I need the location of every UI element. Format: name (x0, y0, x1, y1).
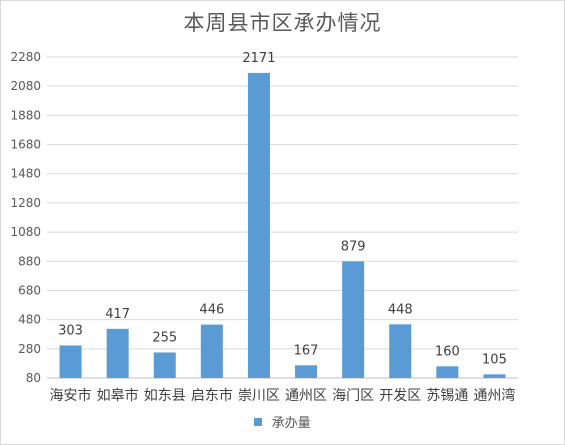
x-tick-label: 如东县 (144, 388, 186, 404)
data-label: 160 (435, 344, 460, 359)
y-tick-label: 1480 (10, 167, 41, 181)
bar (59, 345, 82, 378)
y-tick-label: 1680 (10, 138, 41, 152)
data-label: 2171 (242, 51, 275, 66)
x-tick-label: 苏锡通 (426, 388, 468, 404)
data-label: 417 (105, 307, 130, 322)
x-tick-label: 通州区 (285, 388, 327, 404)
data-label: 105 (482, 352, 507, 367)
bar (436, 366, 459, 378)
y-tick-label: 1080 (10, 225, 41, 239)
y-tick-label: 680 (18, 283, 41, 297)
legend-swatch (254, 417, 263, 426)
x-tick-label: 开发区 (379, 388, 421, 404)
legend-label: 承办量 (271, 416, 311, 431)
x-tick-label: 启东市 (191, 387, 233, 404)
x-tick-label: 海门区 (332, 388, 374, 404)
data-label: 303 (58, 323, 83, 338)
y-tick-label: 80 (26, 371, 41, 385)
bar (342, 261, 365, 378)
data-label: 446 (199, 303, 224, 318)
data-label: 448 (388, 302, 413, 317)
y-tick-label: 2080 (10, 79, 41, 93)
bar (295, 365, 318, 378)
x-tick-label: 崇川区 (238, 388, 280, 404)
bar (106, 328, 129, 378)
data-label: 167 (294, 343, 319, 358)
y-tick-label: 2280 (10, 50, 41, 64)
bar (153, 352, 176, 378)
chart-title: 本周县市区承办情况 (183, 11, 382, 35)
y-tick-label: 1880 (10, 108, 41, 122)
bar (247, 72, 270, 379)
bar (200, 324, 223, 378)
y-tick-label: 280 (18, 342, 41, 356)
legend: 承办量 (1, 412, 564, 431)
data-label: 879 (341, 239, 366, 254)
y-tick-label: 1280 (10, 196, 41, 210)
y-tick-label: 480 (18, 313, 41, 327)
x-tick-label: 通州湾 (473, 387, 515, 404)
bar (483, 374, 506, 378)
x-tick-label: 如皋市 (97, 387, 139, 404)
data-label: 255 (152, 330, 177, 345)
x-tick-label: 海安市 (50, 387, 92, 404)
bar (389, 324, 412, 378)
y-tick-label: 880 (18, 254, 41, 268)
